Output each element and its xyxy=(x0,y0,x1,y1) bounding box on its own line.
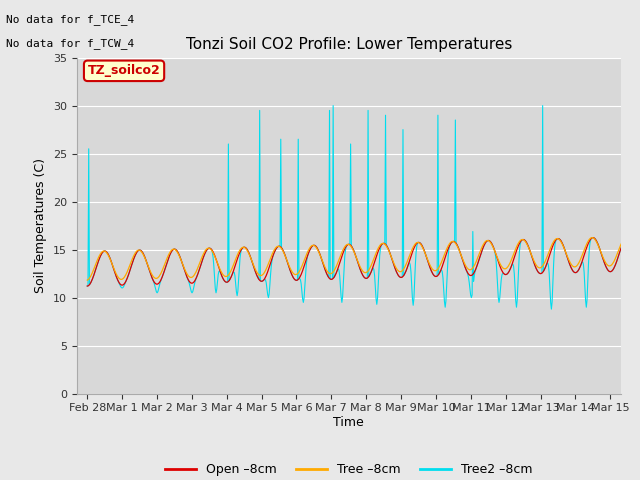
Legend: Open –8cm, Tree –8cm, Tree2 –8cm: Open –8cm, Tree –8cm, Tree2 –8cm xyxy=(160,458,538,480)
Title: Tonzi Soil CO2 Profile: Lower Temperatures: Tonzi Soil CO2 Profile: Lower Temperatur… xyxy=(186,37,512,52)
Text: TZ_soilco2: TZ_soilco2 xyxy=(88,64,161,77)
Text: No data for f_TCE_4: No data for f_TCE_4 xyxy=(6,14,134,25)
X-axis label: Time: Time xyxy=(333,416,364,429)
Text: No data for f_TCW_4: No data for f_TCW_4 xyxy=(6,38,134,49)
Y-axis label: Soil Temperatures (C): Soil Temperatures (C) xyxy=(35,158,47,293)
